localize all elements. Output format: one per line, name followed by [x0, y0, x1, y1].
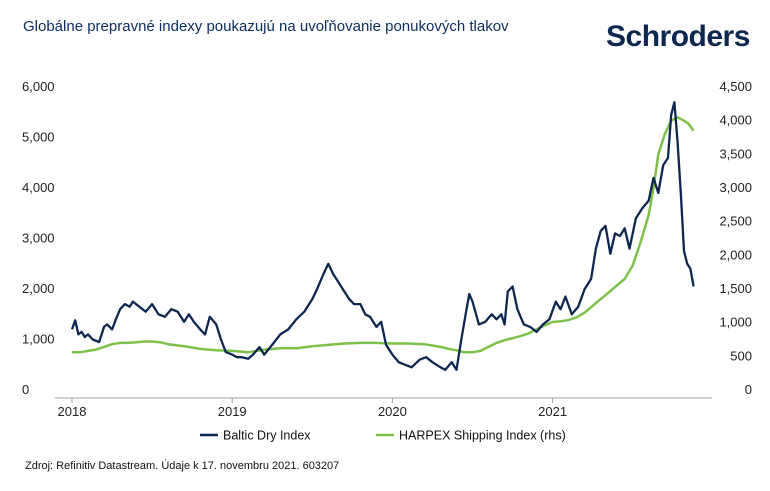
chart-title: Globálne prepravné indexy poukazujú na u…: [23, 18, 509, 35]
x-axis: 2018 2019 2020 2021: [55, 397, 712, 419]
right-tick-label: 4,500: [719, 79, 752, 94]
legend-label-baltic: Baltic Dry Index: [223, 429, 311, 443]
source-note: Zdroj: Refinitiv Datastream. Údaje k 17.…: [25, 460, 340, 472]
right-tick-label: 0: [745, 382, 752, 397]
left-tick-label: 6,000: [22, 79, 55, 94]
legend-label-harpex: HARPEX Shipping Index (rhs): [399, 429, 566, 443]
right-tick-label: 1,000: [719, 315, 752, 330]
left-tick-label: 1,000: [22, 332, 55, 347]
brand-logo: Schroders: [606, 20, 750, 53]
left-axis: 0 1,000 2,000 3,000 4,000 5,000 6,000: [22, 79, 55, 397]
series-layer: [70, 101, 695, 371]
right-tick-label: 4,000: [719, 113, 752, 128]
x-tick-label: 2020: [378, 404, 407, 419]
right-axis: 0 500 1,000 1,500 2,000 2,500 3,000 3,500 4,000 4…: [719, 79, 752, 397]
left-tick-label: 4,000: [22, 180, 55, 195]
right-tick-label: 2,500: [719, 214, 752, 229]
left-tick-label: 0: [22, 382, 29, 397]
right-tick-label: 2,000: [719, 247, 752, 262]
legend: Baltic Dry Index HARPEX Shipping Index (…: [200, 429, 566, 443]
x-tick-label: 2021: [538, 404, 567, 419]
left-tick-label: 5,000: [22, 130, 55, 145]
x-tick-label: 2018: [58, 404, 87, 419]
left-tick-label: 2,000: [22, 281, 55, 296]
right-tick-label: 3,500: [719, 146, 752, 161]
right-tick-label: 500: [730, 348, 752, 363]
left-tick-label: 3,000: [22, 231, 55, 246]
series-line-baltic-dry-index: [70, 101, 695, 371]
right-tick-label: 3,000: [719, 180, 752, 195]
x-tick-label: 2019: [218, 404, 247, 419]
right-tick-label: 1,500: [719, 281, 752, 296]
